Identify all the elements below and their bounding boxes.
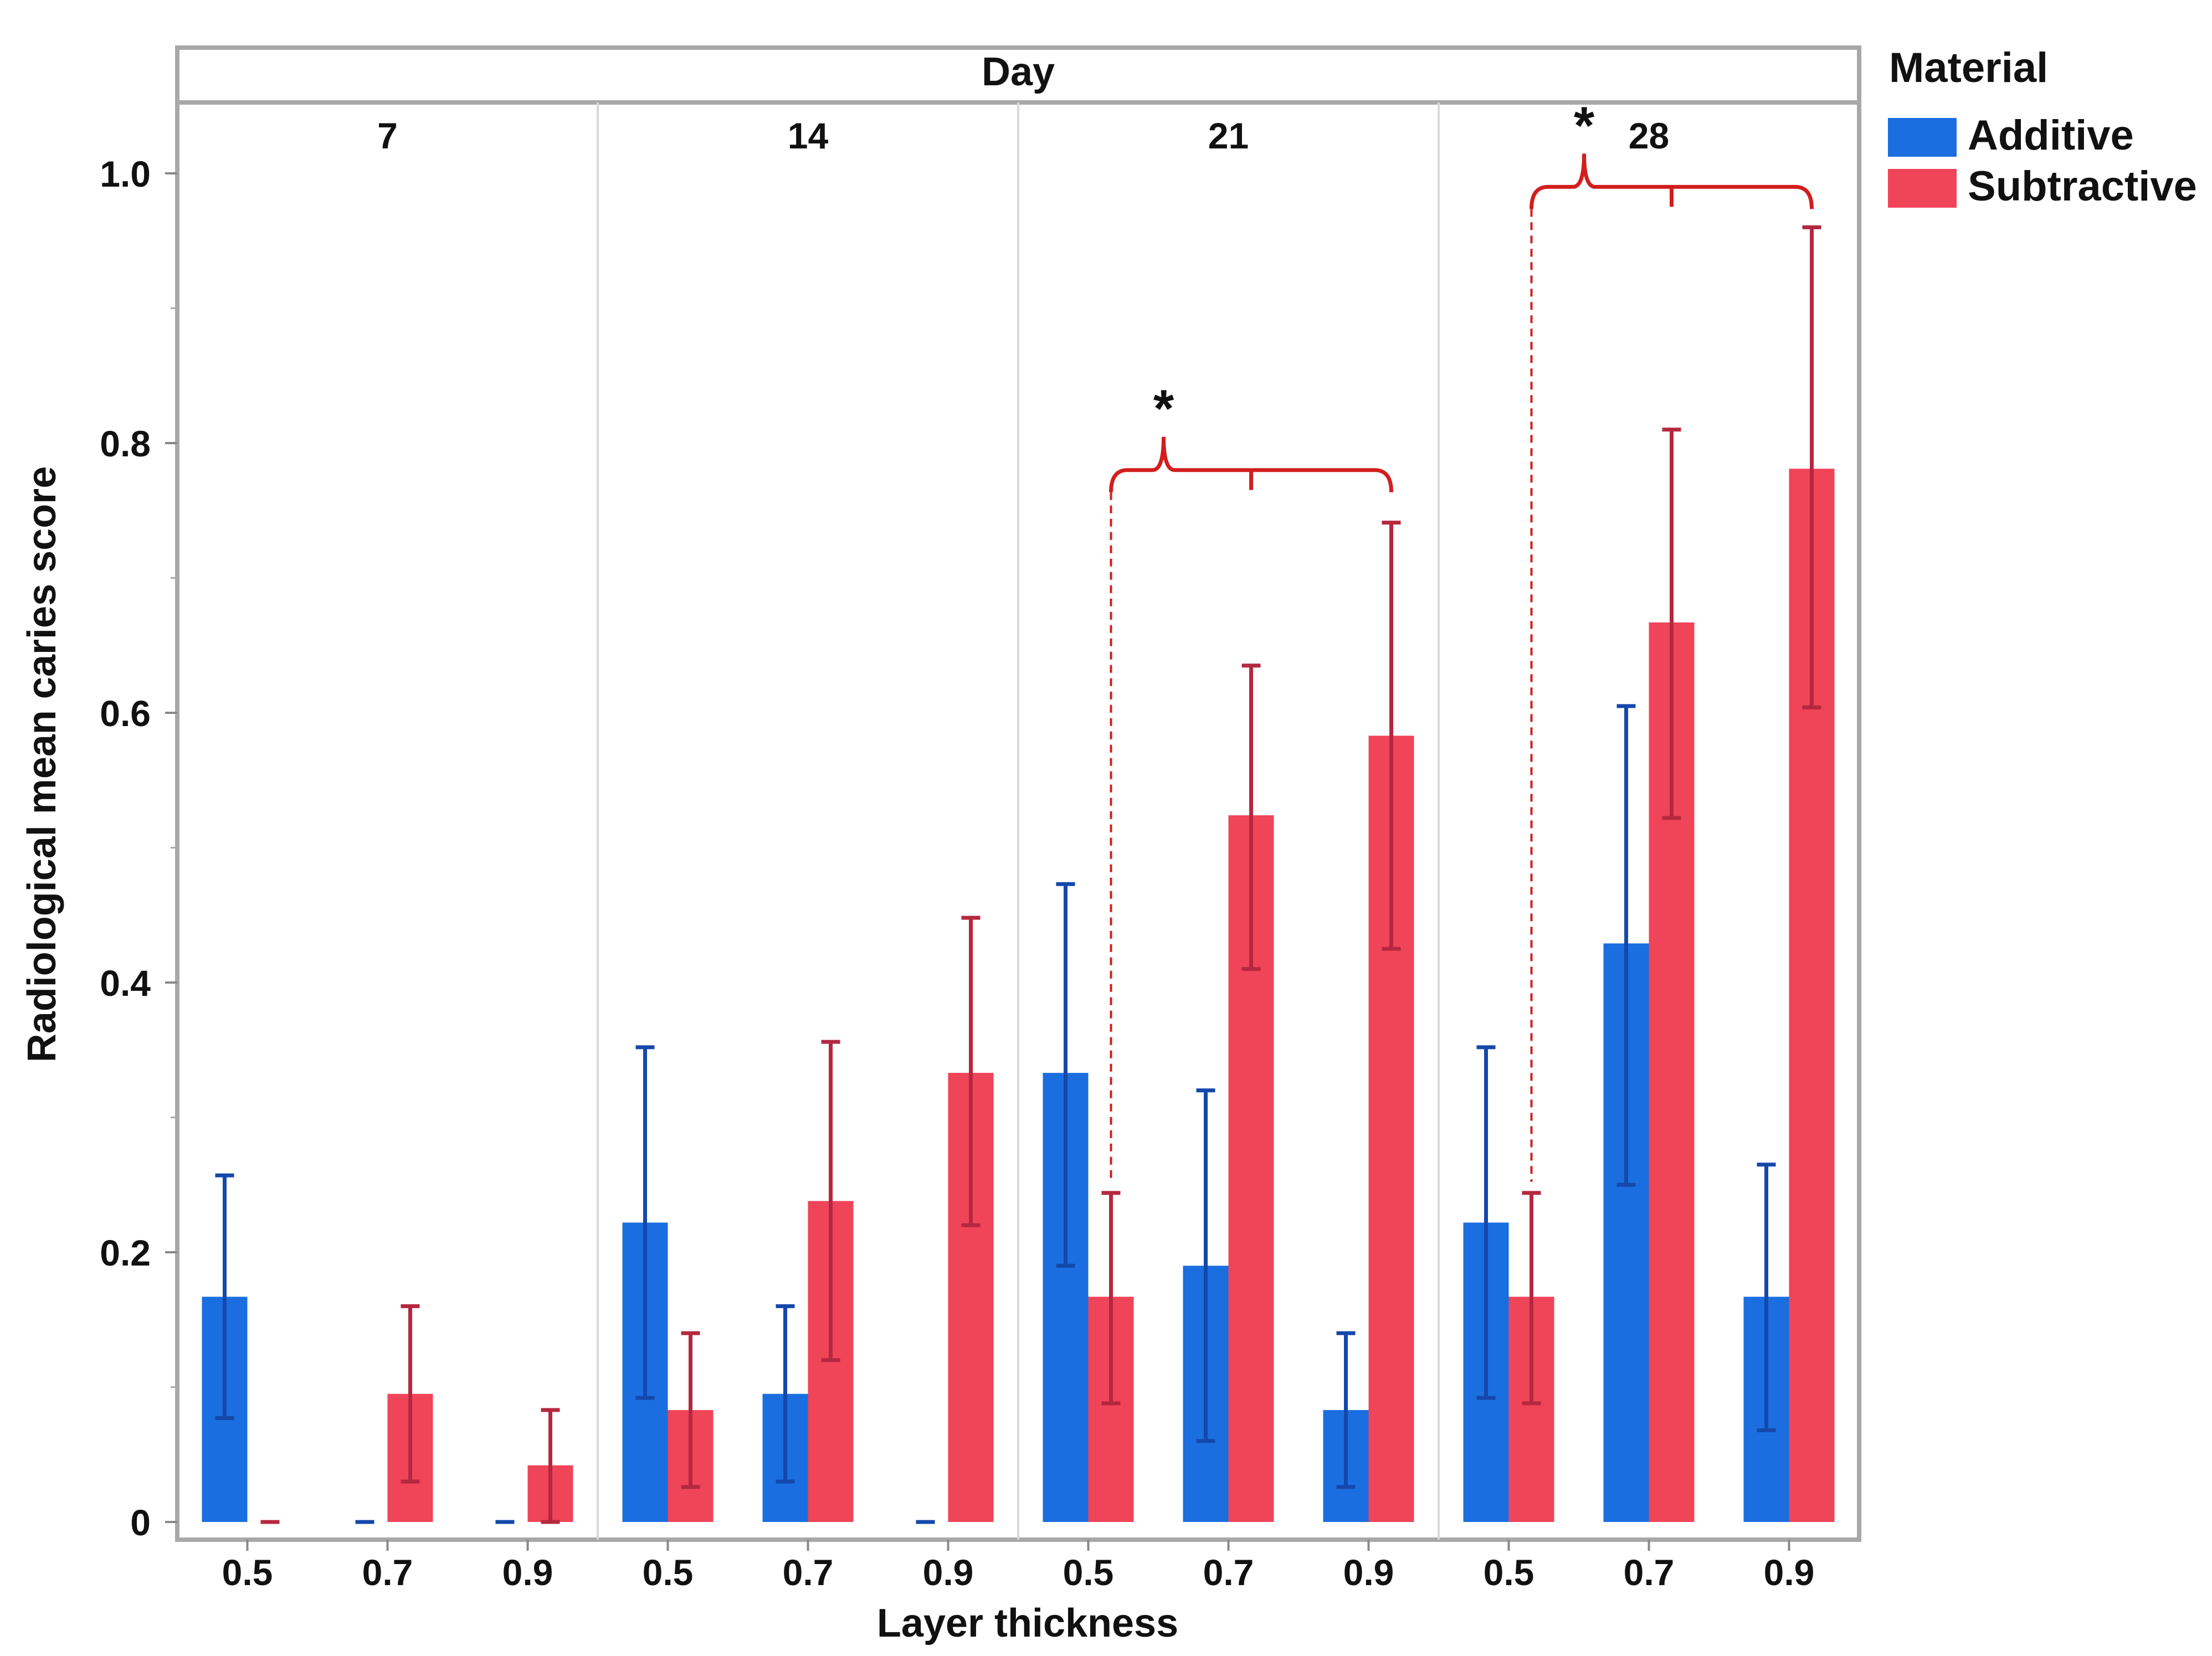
x-tick-label-day28-0.5: 0.5 <box>1484 1552 1534 1593</box>
x-tick-label-day7-0.5: 0.5 <box>222 1552 273 1593</box>
error-bar-subtractive-day28-0.9 <box>1802 225 1821 709</box>
error-bar-subtractive-day14-0.7 <box>821 1040 840 1362</box>
x-tick-label-day14-0.7: 0.7 <box>783 1552 834 1593</box>
error-bar-subtractive-day28-0.7 <box>1662 428 1681 820</box>
x-axis-title: Layer thickness <box>877 1601 1178 1645</box>
error-bar-subtractive-day14-0.5 <box>681 1331 700 1489</box>
error-bars <box>215 225 1821 1524</box>
panel-dividers <box>597 102 1440 1540</box>
y-tick-label-0.6: 0.6 <box>100 693 151 734</box>
error-bar-subtractive-day14-0.9 <box>961 916 981 1227</box>
facet-label-day-7: 7 <box>377 115 398 156</box>
legend-swatch-subtractive <box>1888 169 1957 208</box>
y-tick-label-0.8: 0.8 <box>100 423 151 464</box>
error-bar-additive-day14-0.7 <box>776 1304 795 1484</box>
x-tick-label-day28-0.9: 0.9 <box>1764 1552 1815 1593</box>
legend: Material Additive Subtractive <box>1888 44 2197 210</box>
x-tick-label-day7-0.9: 0.9 <box>502 1552 553 1593</box>
facet-label-day-21: 21 <box>1208 115 1249 156</box>
significance-star-day28: * <box>1574 96 1595 155</box>
significance-bracket-day28 <box>1530 153 1814 209</box>
significance-bracket-day21 <box>1109 436 1393 492</box>
error-bar-additive-day7-0.5 <box>215 1173 234 1420</box>
facet-label-day-28: 28 <box>1629 115 1669 156</box>
error-bar-subtractive-day28-0.5 <box>1522 1191 1541 1406</box>
error-bar-subtractive-day7-0.9 <box>541 1408 560 1524</box>
y-tick-label-1.0: 1.0 <box>100 153 151 194</box>
significance-star-day21: * <box>1153 379 1174 439</box>
y-tick-label-0.2: 0.2 <box>100 1232 151 1273</box>
significance-annotations: ** <box>1109 96 1814 1182</box>
legend-label-subtractive: Subtractive <box>1968 163 2197 210</box>
y-axis: 0 0.2 0.4 0.6 0.8 1.0 <box>100 153 177 1543</box>
x-tick-label-day7-0.7: 0.7 <box>362 1552 413 1593</box>
error-bar-additive-day28-0.9 <box>1757 1163 1776 1432</box>
error-bar-subtractive-day21-0.9 <box>1382 521 1401 951</box>
error-bar-additive-day21-0.9 <box>1336 1331 1356 1489</box>
error-bar-subtractive-day21-0.5 <box>1101 1191 1121 1406</box>
y-tick-label-0: 0 <box>130 1502 151 1543</box>
error-bar-subtractive-day7-0.7 <box>401 1304 420 1484</box>
error-bar-additive-day14-0.5 <box>635 1045 655 1400</box>
legend-label-additive: Additive <box>1968 112 2134 159</box>
error-bar-additive-day21-0.5 <box>1056 882 1075 1268</box>
legend-title: Material <box>1889 44 2048 91</box>
facet-header-label: Day <box>982 50 1055 94</box>
y-tick-label-0.4: 0.4 <box>100 963 151 1004</box>
error-bar-subtractive-day21-0.7 <box>1241 664 1261 971</box>
x-tick-label-day21-0.9: 0.9 <box>1343 1552 1394 1593</box>
legend-swatch-additive <box>1888 118 1957 157</box>
facet-labels: 7 14 21 28 <box>377 115 1669 156</box>
x-tick-label-day14-0.5: 0.5 <box>643 1552 694 1593</box>
error-bar-additive-day28-0.7 <box>1616 704 1636 1187</box>
x-tick-label-day21-0.5: 0.5 <box>1063 1552 1114 1593</box>
error-bar-additive-day28-0.5 <box>1476 1045 1496 1400</box>
x-tick-label-day14-0.9: 0.9 <box>923 1552 974 1593</box>
error-bar-additive-day21-0.7 <box>1196 1088 1215 1443</box>
x-axis: 0.5 0.7 0.9 0.5 0.7 0.9 0.5 0.7 0.9 0.5 0.7 0.9 <box>222 1540 1815 1593</box>
facet-label-day-14: 14 <box>788 115 829 156</box>
x-tick-label-day21-0.7: 0.7 <box>1203 1552 1254 1593</box>
x-tick-label-day28-0.7: 0.7 <box>1624 1552 1675 1593</box>
y-axis-title: Radiological mean caries score <box>20 466 64 1062</box>
